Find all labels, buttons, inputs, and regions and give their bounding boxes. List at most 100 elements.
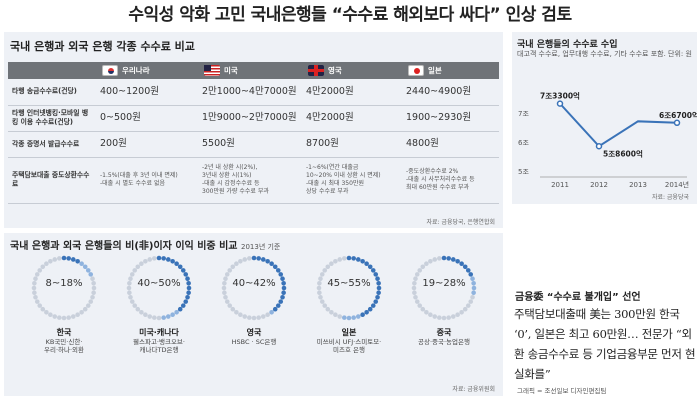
ring-dot	[437, 315, 442, 320]
ring-dot	[132, 303, 138, 308]
ring-dot	[468, 272, 474, 277]
ring-dot	[280, 276, 285, 282]
ring-dot	[417, 268, 423, 273]
ring-dot	[446, 315, 451, 320]
uk-flag-icon	[308, 65, 324, 77]
ring-dot	[177, 306, 183, 312]
line-chart-svg: 5조 6조 7조 2011 2012 2013 2014년 7조3300억 5조8600억 6조6…	[518, 91, 697, 189]
ring-dot	[70, 257, 76, 262]
ring-dot	[260, 257, 266, 262]
table-cell: 5500원	[198, 131, 302, 158]
ring-dot	[265, 312, 270, 318]
y-tick-label: 6조	[518, 139, 529, 147]
fee-comparison-table: 우리나라 미국 영국 일본 타행 송금수수료(건당) 400~1200원 2만100…	[8, 62, 499, 204]
ring-dot	[256, 315, 261, 320]
data-point	[673, 119, 681, 127]
usa-flag-icon	[204, 65, 220, 77]
table-cell: 8700원	[302, 131, 402, 158]
row-label: 각종 증명서 발급수수료	[8, 131, 96, 158]
ring-dot	[471, 290, 476, 295]
table-cell: 0~500원	[96, 105, 198, 132]
ring-dot	[165, 257, 171, 262]
ring-dot	[66, 256, 71, 261]
fee-comparison-panel: 국내 은행과 외국 은행 각종 수수료 비교 우리나라 미국 영국 일본 타행 …	[4, 32, 503, 228]
ring-dot	[161, 315, 166, 320]
corner-header	[8, 62, 96, 79]
ring-dot	[37, 303, 43, 308]
ring-dot	[139, 309, 144, 315]
ring-dot	[256, 256, 261, 261]
ring-dot	[135, 264, 141, 270]
dotted-ring	[126, 255, 192, 321]
ring-dot	[127, 281, 132, 286]
ring-dot	[437, 256, 442, 261]
ring-dot	[61, 315, 67, 321]
table-cell: 1900~2930원	[402, 105, 499, 132]
ring-dot	[367, 306, 373, 312]
ring-dot	[34, 272, 40, 277]
ring-dot	[143, 312, 148, 318]
ring-dot	[85, 268, 91, 273]
ring-dot	[165, 314, 171, 319]
ring-dot	[238, 312, 243, 318]
dotted-ring	[411, 255, 477, 321]
ring-dot	[52, 257, 58, 262]
column-header: 영국	[302, 62, 402, 79]
ring-dot	[322, 268, 328, 273]
ring-country: 일본	[341, 328, 357, 337]
ring-dot	[471, 285, 477, 291]
table-cell: 4800원	[402, 131, 499, 158]
table-row: 주택담보대출 중도상환수수료 -1.5%(대출 후 3년 이내 면제) -대출 시…	[8, 157, 499, 204]
ring-dot	[132, 268, 138, 273]
ring-dot	[370, 303, 376, 308]
ring-dot	[446, 256, 451, 261]
ring-dot	[44, 309, 49, 315]
dotted-ring	[316, 255, 382, 321]
ring-dot	[364, 309, 369, 315]
y-tick-label: 5조	[518, 168, 529, 176]
ring-dot	[318, 276, 323, 282]
ring-dot	[465, 268, 471, 273]
non-interest-income-panel: 국내 은행과 외국 은행들의 비(非)이자 이익 비중 비교 2013년 기준 …	[4, 233, 503, 396]
ring-dot	[156, 315, 162, 321]
ring-dot	[432, 314, 438, 319]
ring-dot	[375, 276, 380, 282]
ring-dot	[376, 281, 381, 286]
ring-dot	[127, 290, 132, 295]
ring-dot	[280, 294, 285, 300]
ring-dot	[85, 303, 91, 308]
rings-source: 자료: 금융위원회	[452, 386, 495, 393]
data-label: 6조6700억	[659, 110, 697, 120]
ring-dot	[275, 268, 281, 273]
ring-dot	[79, 261, 84, 267]
ring-dot	[183, 299, 189, 304]
ring-dot	[75, 258, 80, 264]
ring-dot	[346, 315, 352, 321]
ring-dot	[281, 285, 287, 291]
ring-dot	[247, 256, 252, 261]
headline: 수익성 악화 고민 국내은행들 “수수료 해외보다 싸다” 인상 검토	[128, 5, 572, 25]
ring-dot	[412, 290, 417, 295]
ring-dot	[242, 314, 248, 319]
ring-dot	[186, 281, 191, 286]
ring-dot	[459, 261, 464, 267]
ring-dot	[424, 261, 429, 267]
ring-dot	[174, 309, 179, 315]
x-tick-label: 2014년	[665, 180, 689, 189]
ring-banks: 미쓰비시 UFJ·스미토모· 미즈호 은행	[316, 338, 382, 355]
ring-dot	[61, 255, 67, 261]
table-cell: 4만2000원	[302, 105, 402, 132]
ring-dot	[139, 261, 144, 267]
ring-dot	[75, 312, 80, 318]
ring-dot	[470, 276, 475, 282]
ring-dot	[156, 255, 162, 261]
ring-dot	[82, 306, 88, 312]
ring-dot	[238, 258, 243, 264]
ring-dot	[265, 258, 270, 264]
ring-range: 40~50%	[137, 278, 181, 289]
table-cell: 1만9000~2만7000원	[198, 105, 302, 132]
ring-dot	[432, 257, 438, 262]
ring-dot	[247, 315, 252, 320]
ring-dot	[224, 299, 230, 304]
ring-dot	[32, 281, 37, 286]
